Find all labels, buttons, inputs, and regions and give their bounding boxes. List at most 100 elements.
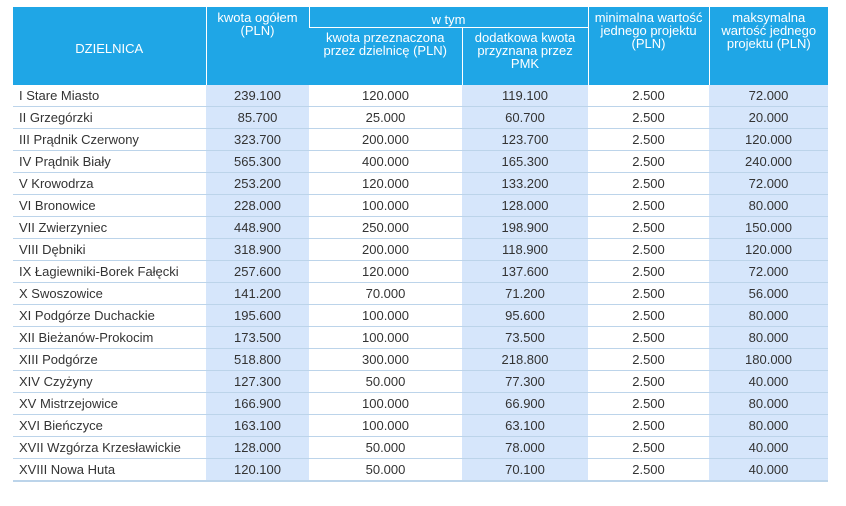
cell-max: 80.000 <box>709 392 829 415</box>
table-row: XVI Bieńczyce 163.100 100.000 63.100 2.500 80… <box>13 414 829 437</box>
cell-min: 2.500 <box>588 150 710 173</box>
table-row: XIV Czyżyny 127.300 50.000 77.300 2.500 40.00… <box>13 370 829 393</box>
cell-total: 128.000 <box>206 436 309 459</box>
cell-by-district: 120.000 <box>309 85 462 107</box>
cell-district-name: XVIII Nowa Huta <box>13 458 206 482</box>
header-min: minimalna wartość jednego projektu (PLN) <box>587 7 710 85</box>
cell-total: 257.600 <box>206 260 309 283</box>
cell-total: 127.300 <box>206 370 309 393</box>
cell-additional: 70.100 <box>462 458 589 482</box>
cell-max: 150.000 <box>709 216 829 239</box>
table-row: II Grzegórzki 85.700 25.000 60.700 2.500 20.0… <box>13 106 829 129</box>
budget-table-container: DZIELNICA kwota ogółem (PLN) w tym minim… <box>13 7 829 482</box>
header-max: maksymalna wartość jednego projektu (PLN… <box>708 7 829 85</box>
cell-max: 72.000 <box>709 85 829 107</box>
cell-district-name: XV Mistrzejowice <box>13 392 206 415</box>
cell-total: 173.500 <box>206 326 309 349</box>
table-row: XI Podgórze Duchackie 195.600 100.000 95.60… <box>13 304 829 327</box>
cell-min: 2.500 <box>588 348 710 371</box>
cell-total: 318.900 <box>206 238 309 261</box>
cell-max: 40.000 <box>709 436 829 459</box>
cell-by-district: 50.000 <box>309 370 462 393</box>
cell-district-name: IV Prądnik Biały <box>13 150 206 173</box>
cell-district-name: VI Bronowice <box>13 194 206 217</box>
cell-min: 2.500 <box>588 414 710 437</box>
cell-district-name: XII Bieżanów-Prokocim <box>13 326 206 349</box>
cell-max: 72.000 <box>709 172 829 195</box>
cell-by-district: 300.000 <box>309 348 462 371</box>
cell-by-district: 100.000 <box>309 326 462 349</box>
cell-district-name: XI Podgórze Duchackie <box>13 304 206 327</box>
table-row: XII Bieżanów-Prokocim 173.500 100.000 73.50… <box>13 326 829 349</box>
cell-total: 163.100 <box>206 414 309 437</box>
cell-by-district: 100.000 <box>309 392 462 415</box>
cell-by-district: 100.000 <box>309 194 462 217</box>
cell-additional: 123.700 <box>462 128 589 151</box>
cell-additional: 119.100 <box>462 85 589 107</box>
table-row: III Prądnik Czerwony 323.700 200.000 123.70… <box>13 128 829 151</box>
cell-by-district: 250.000 <box>309 216 462 239</box>
cell-additional: 198.900 <box>462 216 589 239</box>
cell-district-name: III Prądnik Czerwony <box>13 128 206 151</box>
cell-district-name: IX Łagiewniki-Borek Fałęcki <box>13 260 206 283</box>
cell-total: 228.000 <box>206 194 309 217</box>
cell-min: 2.500 <box>588 282 710 305</box>
cell-total: 565.300 <box>206 150 309 173</box>
table-row: X Swoszowice 141.200 70.000 71.200 2.500 56.0… <box>13 282 829 305</box>
cell-max: 240.000 <box>709 150 829 173</box>
cell-by-district: 400.000 <box>309 150 462 173</box>
cell-additional: 78.000 <box>462 436 589 459</box>
cell-total: 253.200 <box>206 172 309 195</box>
header-total: kwota ogółem (PLN) <box>205 7 309 85</box>
cell-additional: 118.900 <box>462 238 589 261</box>
cell-district-name: V Krowodrza <box>13 172 206 195</box>
table-body: I Stare Miasto 239.100 120.000 119.100 2.500… <box>13 85 829 482</box>
cell-min: 2.500 <box>588 106 710 129</box>
table-row: IV Prądnik Biały 565.300 400.000 165.300 2.5… <box>13 150 829 173</box>
cell-total: 85.700 <box>206 106 309 129</box>
cell-max: 40.000 <box>709 370 829 393</box>
table-row: XV Mistrzejowice 166.900 100.000 66.900 2.50… <box>13 392 829 415</box>
header-by-district: kwota przeznaczona przez dzielnicę (PLN) <box>309 27 462 85</box>
cell-min: 2.500 <box>588 326 710 349</box>
cell-additional: 60.700 <box>462 106 589 129</box>
cell-district-name: XVII Wzgórza Krzesławickie <box>13 436 206 459</box>
cell-max: 120.000 <box>709 128 829 151</box>
cell-max: 80.000 <box>709 414 829 437</box>
cell-additional: 63.100 <box>462 414 589 437</box>
cell-by-district: 70.000 <box>309 282 462 305</box>
cell-by-district: 200.000 <box>309 238 462 261</box>
cell-total: 141.200 <box>206 282 309 305</box>
table-row: V Krowodrza 253.200 120.000 133.200 2.500 72.… <box>13 172 829 195</box>
cell-max: 20.000 <box>709 106 829 129</box>
cell-min: 2.500 <box>588 304 710 327</box>
cell-max: 80.000 <box>709 326 829 349</box>
cell-min: 2.500 <box>588 436 710 459</box>
cell-district-name: VII Zwierzyniec <box>13 216 206 239</box>
cell-district-name: VIII Dębniki <box>13 238 206 261</box>
cell-by-district: 120.000 <box>309 260 462 283</box>
cell-min: 2.500 <box>588 370 710 393</box>
cell-district-name: X Swoszowice <box>13 282 206 305</box>
cell-additional: 137.600 <box>462 260 589 283</box>
table-row: XVII Wzgórza Krzesławickie 128.000 50.000 7… <box>13 436 829 459</box>
cell-max: 40.000 <box>709 458 829 482</box>
cell-district-name: XVI Bieńczyce <box>13 414 206 437</box>
cell-by-district: 100.000 <box>309 414 462 437</box>
cell-total: 518.800 <box>206 348 309 371</box>
cell-max: 72.000 <box>709 260 829 283</box>
cell-min: 2.500 <box>588 260 710 283</box>
cell-additional: 71.200 <box>462 282 589 305</box>
cell-district-name: I Stare Miasto <box>13 85 206 107</box>
cell-district-name: XIII Podgórze <box>13 348 206 371</box>
cell-min: 2.500 <box>588 392 710 415</box>
cell-min: 2.500 <box>588 216 710 239</box>
cell-max: 120.000 <box>709 238 829 261</box>
cell-additional: 95.600 <box>462 304 589 327</box>
cell-max: 56.000 <box>709 282 829 305</box>
cell-min: 2.500 <box>588 128 710 151</box>
cell-by-district: 200.000 <box>309 128 462 151</box>
cell-by-district: 50.000 <box>309 458 462 482</box>
cell-min: 2.500 <box>588 85 710 107</box>
cell-by-district: 120.000 <box>309 172 462 195</box>
